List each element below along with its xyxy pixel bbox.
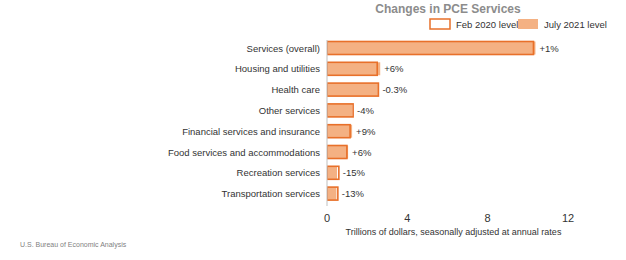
category-label: Food services and accommodations [168,147,320,158]
axis-line [327,40,328,206]
bar-outline [327,42,533,55]
category-label: Health care [271,84,320,95]
tick-label: 4 [404,212,410,224]
bar [327,166,337,179]
bar [327,62,380,75]
bars [327,42,535,201]
annotation: +1% [539,43,559,54]
bar-outline [327,62,377,75]
annotation: -13% [342,188,365,199]
category-label: Other services [259,105,320,116]
chart: Changes in PCE Services Feb 2020 level Jul… [0,0,626,260]
bar-outline [327,125,350,138]
annotation: +6% [384,63,404,74]
legend-label: July 2021 level [544,19,607,30]
bar-outline [327,166,339,179]
annotation: +6% [352,147,372,158]
bar [327,104,352,117]
annotation: +9% [356,126,376,137]
source: U.S. Bureau of Economic Analysis [20,241,127,249]
bar [327,83,378,96]
title: Changes in PCE Services [375,2,521,16]
bar [327,146,348,159]
tick-label: 0 [324,212,330,224]
legend-swatch [430,19,450,29]
category-label: Transportation services [222,188,321,199]
bar-outline [327,146,347,159]
bar-outline [327,104,353,117]
category-label: Financial services and insurance [182,126,320,137]
category-label: Services (overall) [247,43,320,54]
bar-outline [327,187,338,200]
tick-label: 8 [485,212,491,224]
category-label: Housing and utilities [235,63,320,74]
bar-outline [327,83,378,96]
annotation: -15% [343,167,366,178]
tick-label: 12 [562,212,574,224]
bar [327,187,336,200]
annotation: -0.3% [382,84,407,95]
bar [327,42,535,55]
annotation: -4% [357,105,374,116]
bar [327,125,352,138]
legend-label: Feb 2020 level [456,19,518,30]
category-label: Recreation services [237,167,321,178]
legend-swatch [518,19,538,29]
legend-item: Feb 2020 level [430,19,518,30]
axis-title: Trillions of dollars, seasonally adjuste… [346,227,562,237]
legend-item: July 2021 level [518,19,607,30]
